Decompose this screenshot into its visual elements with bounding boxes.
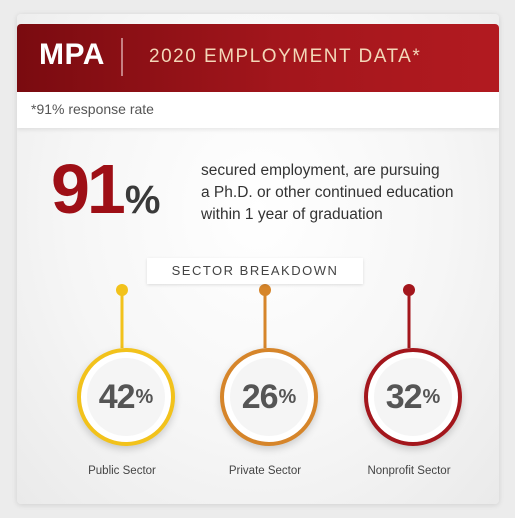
private-sector-ring: 26% (220, 348, 318, 446)
public-sector-ring: 42% (77, 348, 175, 446)
headline-statement: secured employment, are pursuing a Ph.D.… (201, 160, 491, 226)
public-sector-label: Public Sector (88, 465, 156, 477)
public-sector-percent: % (135, 385, 154, 408)
headline-stat: 91% (51, 154, 160, 224)
private-sector-label: Private Sector (228, 465, 302, 477)
headline-percent: % (124, 178, 161, 222)
program-title: MPA (39, 38, 105, 71)
statement-line: within 1 year of graduation (201, 206, 383, 223)
sector-connectors (116, 284, 415, 348)
response-note-bar: *91% response rate (17, 92, 499, 128)
sector-breakdown-label: SECTOR BREAKDOWN (171, 263, 339, 278)
public-sector-value: 42 (98, 377, 136, 416)
header-banner: MPA 2020 EMPLOYMENT DATA* (17, 24, 499, 92)
private-sector-percent: % (278, 385, 297, 408)
nonprofit-sector-ring: 32% (364, 348, 462, 446)
headline-number: 91 (51, 150, 126, 228)
header-divider (121, 38, 123, 76)
sector-breakdown-box: SECTOR BREAKDOWN (147, 258, 363, 284)
response-rate-note: *91% response rate (31, 101, 154, 117)
header-subtitle: 2020 EMPLOYMENT DATA* (149, 46, 422, 67)
node-public (116, 284, 128, 296)
statement-line: secured employment, are pursuing (201, 162, 440, 179)
node-private (259, 284, 271, 296)
infographic-card: MPA 2020 EMPLOYMENT DATA* *91% response … (17, 14, 499, 504)
statement-line: a Ph.D. or other continued education (201, 184, 454, 201)
nonprofit-sector-label: Nonprofit Sector (367, 465, 451, 477)
node-nonprofit (403, 284, 415, 296)
private-sector-value: 26 (241, 377, 279, 416)
nonprofit-sector-value: 32 (385, 377, 423, 416)
nonprofit-sector-percent: % (422, 385, 441, 408)
